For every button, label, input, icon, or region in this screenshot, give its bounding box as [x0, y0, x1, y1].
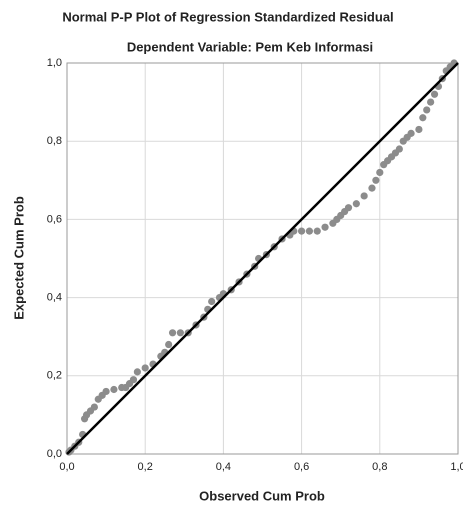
point	[298, 227, 306, 235]
point	[102, 387, 110, 396]
point	[133, 368, 141, 376]
point	[376, 168, 384, 177]
point	[208, 297, 216, 306]
y-tick-label: 0,2	[47, 370, 62, 382]
point	[313, 227, 321, 235]
x-tick-label: 0,0	[59, 461, 74, 473]
point	[427, 98, 435, 106]
x-tick-label: 0,8	[372, 461, 387, 473]
point	[360, 192, 368, 200]
point	[321, 223, 329, 231]
chart-subtitle: Dependent Variable: Pem Keb Informasi	[127, 39, 373, 54]
point	[90, 403, 98, 411]
point	[305, 227, 314, 235]
point	[372, 176, 380, 184]
point	[430, 90, 439, 98]
y-tick-label: 0,8	[47, 135, 62, 147]
point	[415, 125, 423, 134]
plot-frame	[66, 62, 459, 455]
point	[165, 340, 173, 349]
point	[423, 106, 431, 114]
point	[368, 184, 376, 192]
point	[176, 329, 184, 337]
x-tick-label: 0,2	[138, 461, 153, 473]
reference-line	[66, 62, 459, 455]
x-tick-label: 0,6	[294, 461, 309, 473]
point	[141, 364, 149, 372]
y-axis-label: Expected Cum Prob	[11, 196, 26, 320]
y-tick-label: 1,0	[47, 57, 62, 69]
point	[129, 376, 138, 384]
x-tick-label: 0,4	[216, 461, 231, 473]
point	[110, 385, 118, 394]
x-tick-label: 1,0	[450, 461, 463, 473]
point	[395, 145, 403, 153]
point	[168, 329, 177, 337]
point	[407, 129, 415, 137]
point	[352, 200, 360, 208]
point	[344, 204, 353, 212]
y-tick-label: 0,0	[47, 448, 62, 460]
y-tick-label: 0,6	[47, 213, 62, 225]
x-axis-label: Observed Cum Prob	[199, 488, 325, 503]
chart-title: Normal P-P Plot of Regression Standardiz…	[62, 9, 393, 24]
point	[419, 114, 427, 122]
y-tick-label: 0,4	[47, 292, 62, 304]
